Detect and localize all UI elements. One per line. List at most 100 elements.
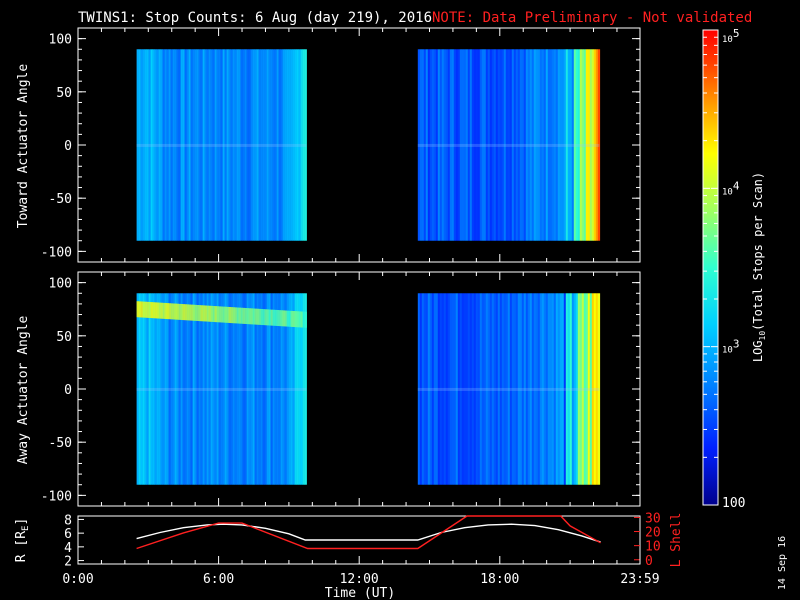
high-count-band <box>206 305 209 322</box>
heatmap-column <box>186 293 189 485</box>
colorbar: 105 104 103 100 <box>702 27 745 511</box>
heatmap-column <box>467 293 471 485</box>
heatmap-column <box>585 293 589 485</box>
high-count-band <box>290 310 293 327</box>
heatmap-column <box>238 49 241 241</box>
heatmap-column <box>429 293 433 485</box>
heatmap-column <box>467 49 471 241</box>
heatmap-column <box>302 49 305 241</box>
heatmap-column <box>469 293 473 485</box>
heatmap-column <box>270 293 273 485</box>
heatmap-column <box>290 49 293 241</box>
heatmap-column <box>294 293 297 485</box>
heatmap-column <box>254 293 257 485</box>
heatmap-column <box>164 49 167 241</box>
heatmap-column <box>515 49 519 241</box>
heatmap-column <box>553 49 557 241</box>
heatmap-column <box>501 293 505 485</box>
heatmap-column <box>294 49 297 241</box>
zero-angle-band <box>136 387 307 391</box>
heatmap-column <box>190 293 193 485</box>
heatmap-column <box>182 293 185 485</box>
heatmap-column <box>178 293 181 485</box>
high-count-band <box>152 302 155 319</box>
heatmap-column <box>545 293 549 485</box>
toward-actuator-panel: 100 50 0 -50 -100 <box>41 27 641 263</box>
data-block <box>417 49 601 241</box>
heatmap-column <box>505 49 509 241</box>
heatmap-column <box>571 49 575 241</box>
heatmap-column <box>569 49 573 241</box>
heatmap-column <box>577 49 581 241</box>
heatmap-column <box>513 49 517 241</box>
heatmap-column <box>559 49 563 241</box>
x-tick-label: 18:00 <box>480 572 519 587</box>
high-count-band <box>264 309 267 326</box>
heatmap-column <box>439 293 443 485</box>
high-count-band <box>252 308 255 325</box>
heatmap-column <box>459 49 463 241</box>
heatmap-column <box>451 293 455 485</box>
y-tick-label: 50 <box>56 330 72 345</box>
heatmap-column <box>146 49 149 241</box>
heatmap-column <box>473 49 477 241</box>
high-count-band <box>298 311 301 328</box>
heatmap-column <box>236 49 239 241</box>
heatmap-column <box>176 49 179 241</box>
high-count-band <box>216 306 219 323</box>
high-count-band <box>286 310 289 327</box>
heatmap-column <box>471 293 475 485</box>
high-count-band <box>232 307 235 324</box>
heatmap-column <box>270 49 273 241</box>
heatmap-column <box>501 49 505 241</box>
high-count-band <box>190 304 193 321</box>
y-tick-label-right: 30 <box>645 511 661 526</box>
colorbar-tick-label: 103 <box>722 338 739 356</box>
heatmap-column <box>192 49 195 241</box>
high-count-band <box>192 304 195 321</box>
heatmap-column <box>262 293 265 485</box>
heatmap-column <box>535 293 539 485</box>
heatmap-column <box>166 293 169 485</box>
heatmap-column <box>170 293 173 485</box>
heatmap-column <box>292 293 295 485</box>
heatmap-column <box>527 49 531 241</box>
heatmap-column <box>222 49 225 241</box>
heatmap-column <box>519 293 523 485</box>
heatmap-column <box>493 49 497 241</box>
y-tick-label: -100 <box>41 245 72 260</box>
heatmap-column <box>170 49 173 241</box>
high-count-band <box>222 306 225 323</box>
heatmap-column <box>597 49 601 241</box>
heatmap-column <box>200 293 203 485</box>
heatmap-column <box>551 293 555 485</box>
heatmap-column <box>465 49 469 241</box>
heatmap-column <box>298 49 301 241</box>
heatmap-column <box>218 293 221 485</box>
heatmap-column <box>176 293 179 485</box>
heatmap-column <box>453 49 457 241</box>
zero-angle-band <box>136 143 307 147</box>
heatmap-column <box>517 49 521 241</box>
heatmap-column <box>286 293 289 485</box>
heatmap-column <box>431 49 435 241</box>
heatmap-column <box>224 293 227 485</box>
heatmap-column <box>547 293 551 485</box>
heatmap-column <box>202 49 205 241</box>
heatmap-column <box>244 49 247 241</box>
high-count-band <box>196 304 199 321</box>
heatmap-column <box>288 293 291 485</box>
heatmap-column <box>156 49 159 241</box>
heatmap-column <box>597 293 601 485</box>
high-count-band <box>254 308 257 325</box>
y-tick-label: 2 <box>64 555 72 570</box>
heatmap-column <box>469 49 473 241</box>
heatmap-column <box>473 293 477 485</box>
high-count-band <box>234 307 237 324</box>
high-count-band <box>160 302 163 319</box>
heatmap-column <box>573 293 577 485</box>
heatmap-column <box>535 49 539 241</box>
away-actuator-panel: 100 50 0 -50 -100 <box>41 271 641 507</box>
heatmap-column <box>154 293 157 485</box>
high-count-band <box>218 306 221 323</box>
